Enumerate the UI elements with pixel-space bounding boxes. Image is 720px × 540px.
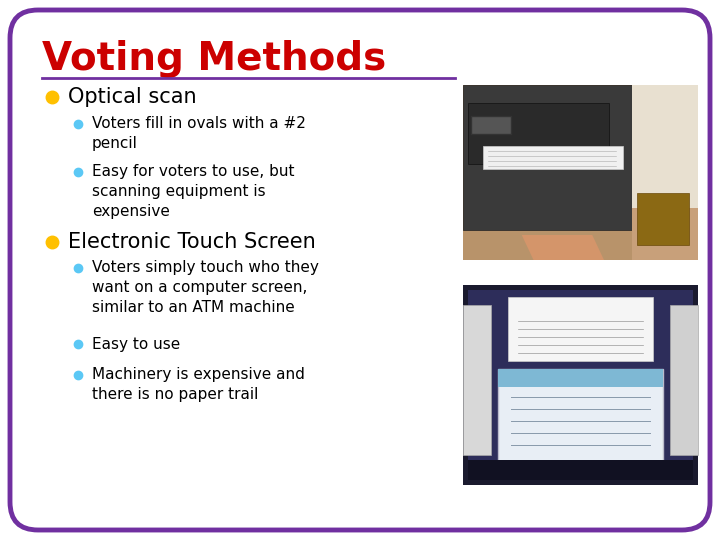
Bar (463, 85, 698, 260)
Bar (670, 305, 698, 455)
Text: Voting Methods: Voting Methods (42, 40, 386, 78)
Bar (637, 192, 688, 245)
Text: Easy to use: Easy to use (92, 336, 180, 352)
Bar (463, 285, 698, 485)
Text: Voters fill in ovals with a #2
pencil: Voters fill in ovals with a #2 pencil (92, 116, 306, 151)
FancyBboxPatch shape (10, 10, 710, 530)
Bar (632, 85, 698, 207)
Text: Optical scan: Optical scan (68, 87, 197, 107)
Bar (498, 369, 663, 387)
Bar (463, 305, 491, 455)
Bar (468, 103, 609, 164)
Bar (468, 460, 693, 480)
Bar (508, 297, 653, 361)
Polygon shape (483, 146, 623, 169)
Text: Electronic Touch Screen: Electronic Touch Screen (68, 232, 316, 252)
Text: Voters simply touch who they
want on a computer screen,
similar to an ATM machin: Voters simply touch who they want on a c… (92, 260, 319, 315)
Polygon shape (522, 235, 604, 260)
Text: Machinery is expensive and
there is no paper trail: Machinery is expensive and there is no p… (92, 367, 305, 402)
Bar (463, 85, 639, 230)
Bar (632, 85, 698, 260)
Bar (498, 369, 663, 461)
Bar (471, 116, 511, 134)
Bar (468, 290, 693, 480)
Text: Easy for voters to use, but
scanning equipment is
expensive: Easy for voters to use, but scanning equ… (92, 164, 294, 219)
